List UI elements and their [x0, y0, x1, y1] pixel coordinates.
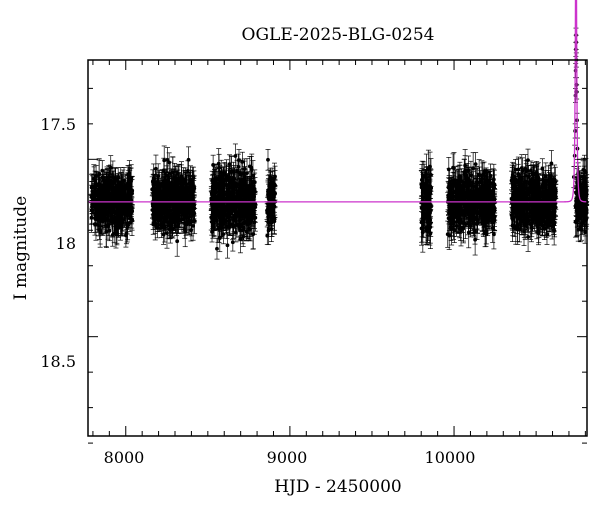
y-axis-label: I magnitude [11, 196, 31, 300]
data-point [224, 232, 230, 259]
data-point [265, 149, 271, 171]
data-points-layer [88, 27, 590, 260]
y-tick-label-17-5: 17.5 [40, 115, 76, 134]
axis-ticks [88, 59, 587, 444]
y-tick-label-18: 18 [56, 234, 76, 253]
data-point [214, 237, 220, 260]
x-tick-label-10000: 10000 [425, 448, 476, 467]
x-tick-label-8000: 8000 [104, 448, 145, 467]
x-tick-label-9000: 9000 [267, 448, 308, 467]
plot-frame [87, 59, 588, 437]
y-tick-label-18-5: 18.5 [40, 352, 76, 371]
chart-title: OGLE-2025-BLG-0254 [242, 25, 435, 45]
x-axis-label: HJD - 2450000 [274, 477, 402, 497]
data-point [103, 215, 109, 248]
